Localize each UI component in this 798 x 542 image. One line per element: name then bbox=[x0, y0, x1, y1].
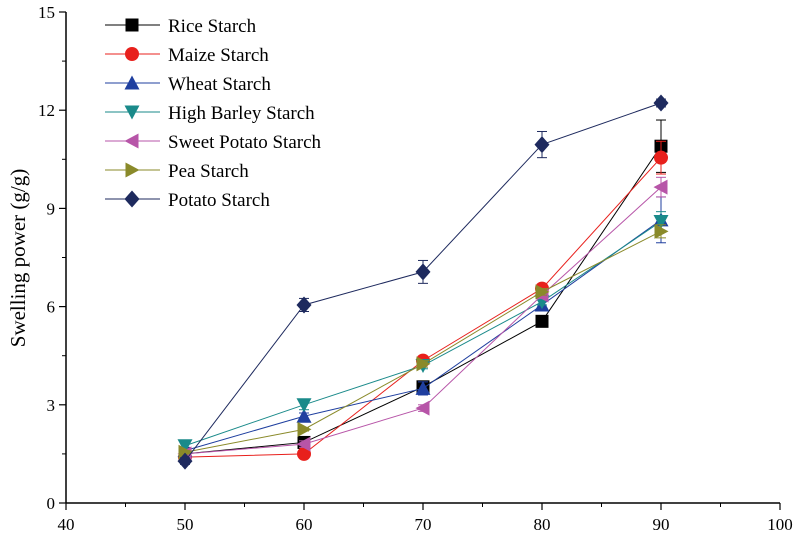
legend-label: Potato Starch bbox=[168, 190, 270, 211]
legend-item: Sweet Potato Starch bbox=[105, 132, 322, 153]
triangle-up-marker bbox=[415, 380, 431, 395]
series-pea-starch bbox=[178, 223, 669, 460]
triangle-down-marker bbox=[177, 439, 193, 454]
triangle-up-marker bbox=[124, 75, 140, 90]
x-tick-label: 70 bbox=[415, 515, 432, 534]
legend-item: High Barley Starch bbox=[105, 103, 315, 124]
triangle-right-marker bbox=[416, 356, 431, 372]
diamond-marker bbox=[653, 94, 669, 112]
triangle-left-marker bbox=[296, 436, 311, 452]
y-axis-label: Swelling power (g/g) bbox=[6, 169, 30, 347]
circle-marker bbox=[125, 47, 139, 61]
legend-label: High Barley Starch bbox=[168, 103, 315, 124]
legend-item: Maize Starch bbox=[105, 45, 269, 66]
series-group bbox=[177, 94, 669, 470]
square-marker bbox=[535, 314, 549, 328]
legend-label: Wheat Starch bbox=[168, 74, 271, 95]
x-tick-label: 100 bbox=[767, 515, 793, 534]
legend-item: Potato Starch bbox=[105, 190, 270, 211]
legend-item: Wheat Starch bbox=[105, 74, 271, 95]
y-tick-label: 6 bbox=[47, 298, 56, 317]
square-marker bbox=[125, 18, 139, 32]
series-line bbox=[184, 186, 662, 455]
triangle-right-marker bbox=[654, 223, 669, 239]
legend-label: Maize Starch bbox=[168, 45, 269, 66]
series-potato-starch bbox=[177, 94, 669, 470]
diamond-marker bbox=[296, 296, 312, 314]
triangle-left-marker bbox=[124, 133, 139, 149]
triangle-down-marker bbox=[296, 398, 312, 413]
x-tick-label: 60 bbox=[296, 515, 313, 534]
triangle-up-marker bbox=[296, 408, 312, 423]
y-tick-label: 9 bbox=[47, 199, 56, 218]
triangle-left-marker bbox=[415, 400, 430, 416]
legend-item: Rice Starch bbox=[105, 16, 257, 37]
axes: 40 50 60 70 80 90 100 0 3 6 9 12 15 bbox=[38, 3, 793, 534]
x-tick-label: 40 bbox=[58, 515, 75, 534]
x-tick-label: 90 bbox=[653, 515, 670, 534]
triangle-down-marker bbox=[653, 214, 669, 229]
series-wheat-starch bbox=[177, 196, 669, 458]
triangle-left-marker bbox=[653, 179, 668, 195]
y-tick-label: 12 bbox=[38, 101, 55, 120]
series-sweet-potato-starch bbox=[177, 176, 668, 462]
circle-marker bbox=[654, 150, 668, 165]
triangle-right-marker bbox=[297, 421, 312, 437]
series-line bbox=[184, 219, 662, 452]
y-tick-label: 15 bbox=[38, 3, 55, 22]
diamond-marker bbox=[415, 263, 431, 281]
legend-label: Sweet Potato Starch bbox=[168, 132, 322, 153]
y-tick-label: 0 bbox=[47, 494, 56, 513]
x-tick-label: 80 bbox=[534, 515, 551, 534]
diamond-marker bbox=[124, 190, 140, 208]
legend: Rice Starch Maize Starch Wheat Starch High … bbox=[105, 16, 322, 211]
triangle-right-marker bbox=[125, 162, 140, 178]
triangle-down-marker bbox=[124, 105, 140, 120]
series-high-barley-starch bbox=[177, 211, 669, 454]
diamond-marker bbox=[177, 452, 193, 470]
legend-label: Rice Starch bbox=[168, 16, 257, 37]
triangle-right-marker bbox=[535, 284, 550, 300]
circle-marker bbox=[297, 446, 311, 461]
diamond-marker bbox=[534, 136, 550, 154]
legend-label: Pea Starch bbox=[168, 161, 249, 182]
y-tick-label: 3 bbox=[47, 396, 56, 415]
x-tick-label: 50 bbox=[177, 515, 194, 534]
legend-item: Pea Starch bbox=[105, 161, 249, 182]
